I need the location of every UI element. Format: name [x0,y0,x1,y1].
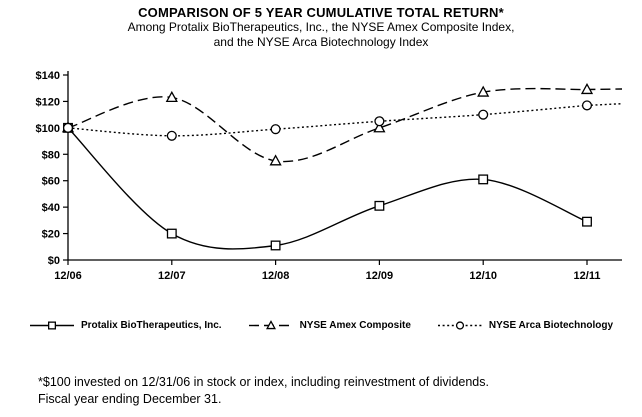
circle-marker [478,109,489,120]
triangle-marker [269,154,282,166]
circle-marker [62,122,74,133]
x-tick-label: 12/11 [574,270,601,282]
square-marker [582,216,592,227]
x-tick-label: 12/08 [262,270,290,282]
legend-label: NYSE Amex Composite [299,320,411,331]
square-marker [270,240,281,251]
chart-area: $0 $20 $40 $60 $80 $100 $120 $140 12/06 12/07 12/0… [0,57,642,287]
chart-legend: Protalix BioTherapeutics, Inc. NYSE Amex … [0,319,642,332]
circle-marker [166,130,177,141]
chart-subtitle-line1: Among Protalix BioTherapeutics, Inc., th… [127,20,515,34]
y-tick-label: $80 [42,149,60,161]
circle-marker [270,124,281,135]
footnote-line1: *$100 invested on 12/31/06 in stock or i… [38,375,489,389]
square-marker [47,321,56,330]
y-tick-label: $0 [48,255,60,267]
y-tick-label: $140 [36,70,60,82]
triangle-marker [165,90,178,103]
legend-label: Protalix BioTherapeutics, Inc. [80,320,222,331]
triangle-marker [477,85,490,97]
x-tick-label: 12/09 [366,270,394,282]
legend-item-2: NYSE Arca Biotechnology [437,319,613,332]
chart-title: COMPARISON OF 5 YEAR CUMULATIVE TOTAL RE… [138,5,504,20]
square-marker [374,200,385,211]
y-tick-label: $40 [42,202,60,214]
y-tick-label: $60 [42,176,60,188]
legend-sample-solid-square-icon [29,321,74,330]
line-chart: $0 $20 $40 $60 $80 $100 $120 $140 12/06 12/07 12/0… [36,70,623,282]
x-tick-label: 12/06 [54,270,82,282]
y-tick-label: $100 [36,123,60,135]
square-marker [166,228,177,239]
circle-marker [374,116,385,127]
footnote: *$100 invested on 12/31/06 in stock or i… [38,374,642,408]
chart-subtitle-line2: and the NYSE Arca Biotechnology Index [213,35,429,49]
footnote-line2: Fiscal year ending December 31. [38,392,222,406]
square-marker [478,174,489,185]
x-tick-label: 12/10 [469,270,497,282]
circle-marker [455,321,464,330]
y-tick-label: $20 [42,229,60,241]
chart-header: COMPARISON OF 5 YEAR CUMULATIVE TOTAL RE… [0,0,642,50]
triangle-marker [373,121,386,133]
series-line-2 [67,103,623,137]
legend-sample-dotted-circle-icon [437,321,482,330]
legend-item-0: Protalix BioTherapeutics, Inc. [29,319,222,332]
series-line-0 [67,127,588,250]
triangle-marker [265,320,276,330]
series-line-1 [67,87,623,163]
y-tick-label: $120 [36,96,60,108]
legend-label: NYSE Arca Biotechnology [488,320,614,331]
x-tick-label: 12/07 [158,270,186,282]
legend-sample-dashed-triangle-icon [248,320,293,330]
circle-marker [581,100,593,111]
legend-item-1: NYSE Amex Composite [248,319,411,332]
triangle-marker [580,82,594,95]
